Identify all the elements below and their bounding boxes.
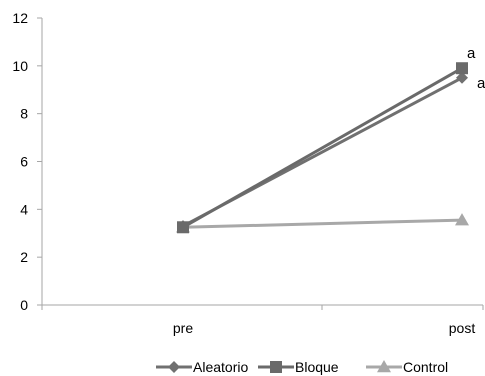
legend-marker <box>168 361 180 373</box>
series-line <box>182 218 463 229</box>
series-bloque: a <box>177 45 476 234</box>
x-tick-label: post <box>449 320 476 336</box>
y-tick-label: 6 <box>20 154 28 170</box>
legend-marker <box>377 360 391 373</box>
y-tick-label: 10 <box>12 58 28 74</box>
y-tick-label: 4 <box>20 201 28 217</box>
data-label: a <box>467 45 476 62</box>
data-point <box>456 62 468 75</box>
legend-item-bloque: Bloque <box>258 359 339 375</box>
y-tick-label: 12 <box>12 10 28 26</box>
series-line <box>182 66 463 229</box>
series-aleatorio: a <box>177 71 485 233</box>
y-tick-label: 2 <box>20 249 28 265</box>
legend-label: Control <box>403 359 448 375</box>
x-tick-label: pre <box>173 320 193 336</box>
y-tick-label: 0 <box>20 297 28 313</box>
data-label: a <box>477 75 485 92</box>
series-layer: aa <box>176 45 485 234</box>
y-tick-label: 8 <box>20 106 28 122</box>
legend-item-aleatorio: Aleatorio <box>156 359 248 375</box>
data-point <box>177 221 189 234</box>
series-control <box>176 213 469 233</box>
legend-label: Aleatorio <box>193 359 248 375</box>
data-point <box>456 71 468 84</box>
axes: 0 2 4 6 8 10 12 pre post <box>12 10 484 336</box>
legend: Aleatorio Bloque Control <box>156 359 448 375</box>
legend-label: Bloque <box>295 359 339 375</box>
legend-item-control: Control <box>366 359 448 375</box>
legend-marker <box>270 361 282 373</box>
data-point <box>455 213 469 226</box>
